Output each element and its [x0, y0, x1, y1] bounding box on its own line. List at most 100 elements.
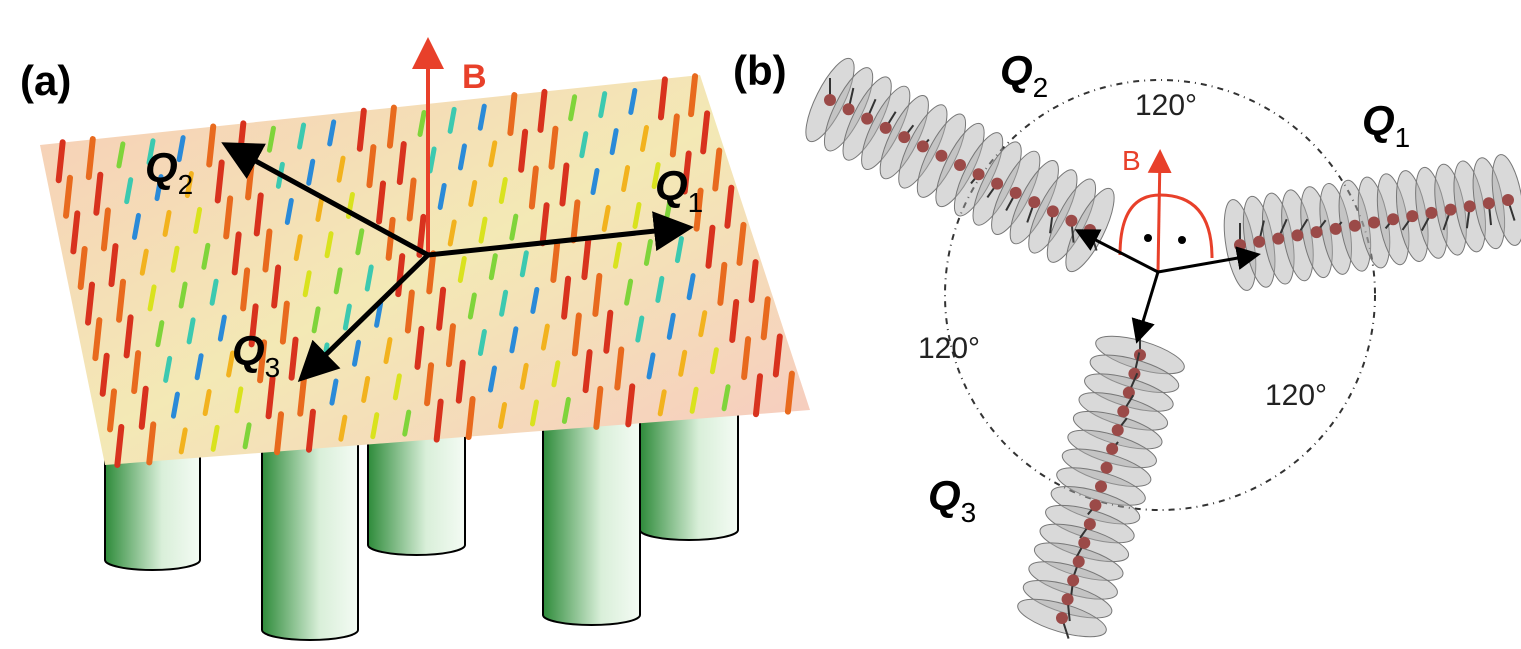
- spin-arrow: [584, 239, 588, 277]
- spin-site: [1311, 226, 1323, 238]
- spin-site: [1368, 217, 1380, 229]
- spin-site: [1234, 239, 1246, 251]
- spin-arrow: [89, 139, 93, 177]
- pillar: [262, 440, 358, 640]
- spin-site: [1095, 481, 1107, 493]
- spin-arrow: [103, 356, 107, 394]
- spin-site: [1272, 233, 1284, 245]
- spin-arrow: [277, 414, 281, 452]
- spin-arrow: [617, 350, 621, 388]
- spin-site: [1078, 537, 1090, 549]
- spin-arrow: [573, 202, 577, 240]
- spin-arrow: [119, 282, 123, 320]
- spin-arrow: [369, 147, 373, 185]
- spin-arrow: [532, 169, 536, 207]
- q-subscript: 1: [1395, 122, 1411, 153]
- spin-site: [1349, 220, 1361, 232]
- spin-arrow: [596, 389, 600, 427]
- spin-site: [1028, 196, 1040, 208]
- spin-arrow: [703, 113, 707, 151]
- q-subscript: 2: [178, 169, 194, 200]
- spin-arrow: [788, 374, 792, 412]
- spin-site: [1084, 518, 1096, 530]
- spin-site: [1089, 499, 1101, 511]
- spin-arrow: [398, 256, 402, 294]
- spin-arrow: [142, 389, 146, 427]
- spin-arrow: [521, 132, 525, 170]
- spin-arrow: [732, 302, 736, 340]
- spin-arrow: [218, 162, 222, 200]
- spin-arrow: [269, 378, 273, 416]
- spin-arrow: [400, 144, 404, 182]
- field-label: B: [1122, 145, 1141, 176]
- spin-arrow: [756, 376, 760, 414]
- dot: [1178, 236, 1186, 244]
- angle-arc: [1120, 195, 1212, 258]
- q-name: Q: [928, 472, 961, 520]
- spin-site: [880, 122, 892, 134]
- q-name: Q: [1000, 47, 1033, 95]
- figure: (a) B Q1 Q2 Q3 (b) B Q1 Q2 Q3 120° 120° …: [0, 0, 1521, 649]
- spin-site: [1425, 207, 1437, 219]
- spin-arrow: [727, 188, 731, 226]
- spin-arrow: [104, 210, 108, 248]
- spin-arrow: [739, 225, 743, 263]
- spin-arrow: [88, 285, 92, 323]
- spin-arrow: [127, 317, 131, 355]
- spin-arrow: [551, 129, 555, 167]
- dot: [1144, 234, 1152, 242]
- q3-arrow: [1138, 272, 1158, 338]
- spin-arrow: [764, 299, 768, 337]
- spin-site: [843, 103, 855, 115]
- pillar: [543, 420, 640, 625]
- spin-arrow: [715, 151, 719, 189]
- q-subscript: 3: [961, 497, 977, 528]
- q-subscript: 1: [688, 187, 704, 218]
- spin-arrow: [283, 304, 287, 342]
- q-name: Q: [145, 144, 178, 192]
- q-name: Q: [232, 327, 265, 375]
- spin-arrow: [360, 111, 364, 149]
- spin-site: [1056, 612, 1068, 624]
- b-arrow: [1158, 155, 1160, 272]
- spin-arrow: [417, 329, 421, 367]
- spin-arrow: [379, 183, 383, 221]
- q-label: Q1: [1362, 97, 1410, 153]
- spin-arrow: [575, 315, 579, 353]
- spin-site: [861, 113, 873, 125]
- q-subscript: 2: [1033, 72, 1049, 103]
- spin-arrow: [673, 116, 677, 154]
- q-name: Q: [655, 162, 688, 210]
- spin-arrow: [595, 276, 599, 314]
- panel-label: (b): [733, 47, 787, 94]
- spin-arrow: [390, 108, 394, 146]
- spin-arrow: [111, 246, 115, 284]
- spin-arrow: [562, 166, 566, 204]
- spin-site: [1117, 405, 1129, 417]
- spin-arrow: [66, 178, 70, 216]
- spin-arrow: [410, 180, 414, 218]
- q-name: Q: [1362, 97, 1395, 145]
- spin-arrow: [439, 290, 443, 328]
- spin-arrow: [209, 126, 213, 164]
- spin-arrow: [427, 365, 431, 403]
- spin-arrow: [149, 424, 153, 462]
- spin-arrow: [586, 352, 590, 390]
- panel-label: (a): [20, 57, 71, 104]
- spin-site: [1065, 215, 1077, 227]
- spin-arrow: [248, 159, 252, 197]
- spin-arrow: [437, 402, 441, 440]
- spin-site: [1101, 462, 1113, 474]
- spin-site: [917, 140, 929, 152]
- spin-site: [935, 150, 947, 162]
- spin-site: [1330, 223, 1342, 235]
- spin-site: [1502, 194, 1514, 206]
- spin-site: [1112, 424, 1124, 436]
- spin-arrow: [752, 262, 756, 300]
- spin-arrow: [274, 268, 278, 306]
- angle-label: 120°: [918, 332, 980, 365]
- spin-site: [954, 159, 966, 171]
- spin-site: [1464, 200, 1476, 212]
- spin-site: [1406, 210, 1418, 222]
- spin-arrow: [235, 234, 239, 272]
